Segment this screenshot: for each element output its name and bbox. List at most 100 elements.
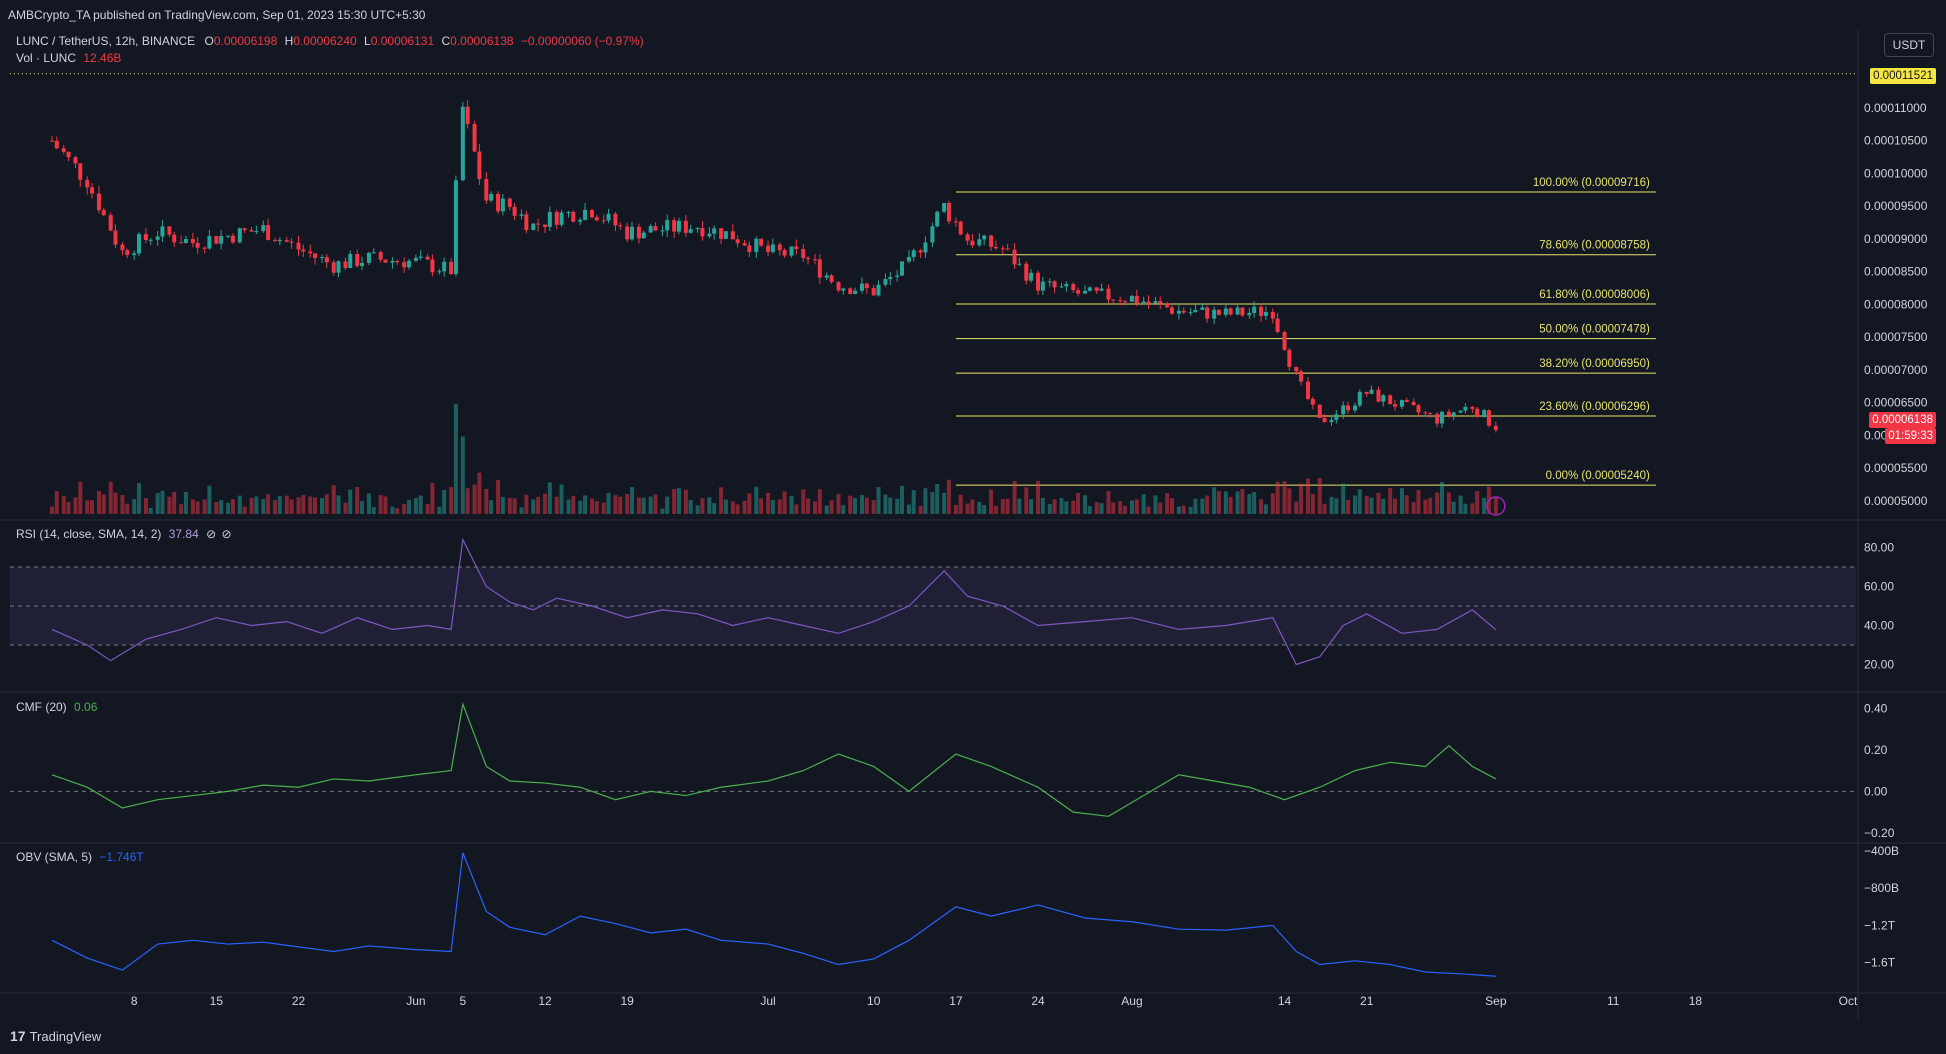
candle-body[interactable] xyxy=(1118,300,1123,302)
candle-body[interactable] xyxy=(500,198,505,212)
candle-body[interactable] xyxy=(1435,413,1440,424)
candle-body[interactable] xyxy=(871,288,876,296)
candle-body[interactable] xyxy=(801,249,806,258)
candle-body[interactable] xyxy=(230,235,235,243)
candle-body[interactable] xyxy=(789,246,794,256)
candle-body[interactable] xyxy=(906,257,911,262)
candle-body[interactable] xyxy=(301,249,306,252)
candle-body[interactable] xyxy=(472,124,477,152)
candle-body[interactable] xyxy=(477,151,482,180)
candle-body[interactable] xyxy=(641,232,646,239)
candle-body[interactable] xyxy=(101,210,106,216)
candle-body[interactable] xyxy=(1123,301,1128,303)
candle-body[interactable] xyxy=(395,260,400,263)
candle-body[interactable] xyxy=(1099,288,1104,291)
candle-body[interactable] xyxy=(73,157,78,164)
candle-body[interactable] xyxy=(1228,308,1233,315)
candle-body[interactable] xyxy=(226,235,231,237)
candle-body[interactable] xyxy=(425,256,430,260)
candle-body[interactable] xyxy=(1047,281,1052,283)
candle-body[interactable] xyxy=(1129,295,1134,302)
candle-body[interactable] xyxy=(1247,312,1252,316)
candle-body[interactable] xyxy=(958,221,963,235)
candle-body[interactable] xyxy=(930,226,935,243)
candle-body[interactable] xyxy=(1240,307,1245,316)
candle-body[interactable] xyxy=(735,239,740,244)
candle-body[interactable] xyxy=(1052,281,1057,288)
candle-body[interactable] xyxy=(531,223,536,230)
candle-body[interactable] xyxy=(583,209,588,220)
candle-body[interactable] xyxy=(1493,425,1498,430)
candle-body[interactable] xyxy=(876,284,881,296)
candle-body[interactable] xyxy=(1188,312,1193,314)
candle-body[interactable] xyxy=(712,228,717,234)
candle-body[interactable] xyxy=(355,254,360,267)
candle-body[interactable] xyxy=(61,148,66,152)
candle-body[interactable] xyxy=(1392,404,1397,407)
candle-body[interactable] xyxy=(759,238,764,246)
candle-body[interactable] xyxy=(460,106,465,181)
candle-body[interactable] xyxy=(942,202,947,212)
candle-body[interactable] xyxy=(1404,400,1409,403)
candle-body[interactable] xyxy=(1134,295,1139,304)
candle-body[interactable] xyxy=(601,220,606,222)
candle-body[interactable] xyxy=(813,259,818,261)
candle-body[interactable] xyxy=(1252,306,1257,313)
candle-body[interactable] xyxy=(829,275,834,283)
candle-body[interactable] xyxy=(770,244,775,252)
candle-body[interactable] xyxy=(618,225,623,227)
candle-body[interactable] xyxy=(1141,301,1146,304)
candle-body[interactable] xyxy=(108,215,113,231)
candle-body[interactable] xyxy=(841,288,846,291)
candle-body[interactable] xyxy=(1087,287,1092,291)
candle-body[interactable] xyxy=(883,279,888,285)
candle-body[interactable] xyxy=(360,262,365,267)
candle-body[interactable] xyxy=(1153,301,1158,304)
candle-body[interactable] xyxy=(970,240,975,246)
candle-body[interactable] xyxy=(284,239,289,242)
candle-body[interactable] xyxy=(1071,284,1076,291)
candle-body[interactable] xyxy=(589,209,594,218)
candle-body[interactable] xyxy=(1470,406,1475,409)
candle-body[interactable] xyxy=(366,252,371,263)
candle-body[interactable] xyxy=(719,228,724,239)
candle-body[interactable] xyxy=(266,225,271,240)
candle-body[interactable] xyxy=(1200,307,1205,310)
candle-body[interactable] xyxy=(1012,249,1017,265)
candle-body[interactable] xyxy=(1364,391,1369,394)
candle-body[interactable] xyxy=(578,219,583,222)
candle-body[interactable] xyxy=(179,242,184,244)
candle-body[interactable] xyxy=(1369,389,1374,394)
candle-body[interactable] xyxy=(442,261,447,272)
candle-body[interactable] xyxy=(899,261,904,276)
candle-body[interactable] xyxy=(249,230,254,232)
candle-body[interactable] xyxy=(672,220,677,232)
candle-body[interactable] xyxy=(85,179,90,188)
rsi-legend[interactable]: RSI (14, close, SMA, 14, 2) 37.84 ⊘ ⊘ xyxy=(16,527,232,541)
candle-body[interactable] xyxy=(406,260,411,268)
candle-body[interactable] xyxy=(1475,408,1480,417)
candle-body[interactable] xyxy=(782,250,787,256)
candle-body[interactable] xyxy=(1036,272,1041,291)
candle-body[interactable] xyxy=(853,290,858,294)
candle-body[interactable] xyxy=(242,228,247,231)
candle-body[interactable] xyxy=(660,230,665,232)
candle-body[interactable] xyxy=(794,246,799,250)
candle-body[interactable] xyxy=(965,234,970,241)
candle-body[interactable] xyxy=(1423,412,1428,414)
candle-body[interactable] xyxy=(1486,410,1491,426)
candle-body[interactable] xyxy=(453,180,458,275)
candle-body[interactable] xyxy=(313,253,318,258)
candle-body[interactable] xyxy=(167,226,172,235)
candle-body[interactable] xyxy=(1076,290,1081,294)
candle-body[interactable] xyxy=(559,212,564,225)
candle-body[interactable] xyxy=(700,227,705,237)
candle-body[interactable] xyxy=(190,239,195,243)
obv-line[interactable] xyxy=(51,852,1496,977)
candle-body[interactable] xyxy=(1111,299,1116,301)
candle-body[interactable] xyxy=(742,243,747,246)
candle-body[interactable] xyxy=(289,241,294,243)
candle-body[interactable] xyxy=(348,254,353,268)
candle-body[interactable] xyxy=(836,282,841,291)
